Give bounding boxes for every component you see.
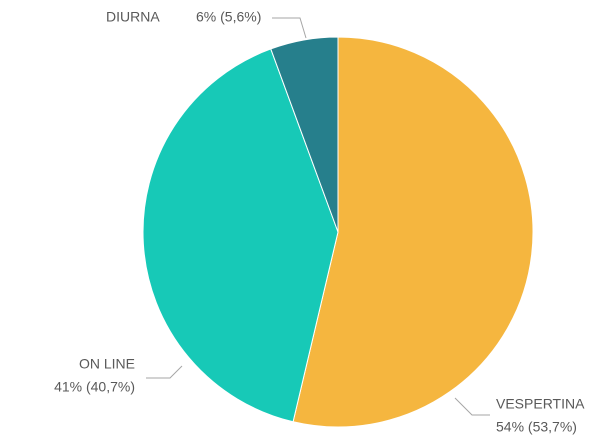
value-label: 6% (5,6%): [196, 9, 261, 25]
category-label: DIURNA: [106, 9, 160, 25]
pie: [142, 36, 534, 428]
labels: VESPERTINA 54% (53,7%) ON LINE 41% (40,7%) D…: [54, 9, 585, 435]
leader-line: [454, 397, 490, 416]
pie-slice: [270, 36, 339, 233]
value-label: 41% (40,7%): [54, 379, 135, 395]
pie-slice: [292, 36, 534, 428]
leader-line: [146, 365, 183, 379]
category-label: ON LINE: [79, 356, 135, 372]
value-label: 54% (53,7%): [496, 419, 577, 435]
category-label: VESPERTINA: [496, 396, 585, 412]
pie-slice: [142, 48, 339, 423]
leader-line: [272, 17, 307, 39]
